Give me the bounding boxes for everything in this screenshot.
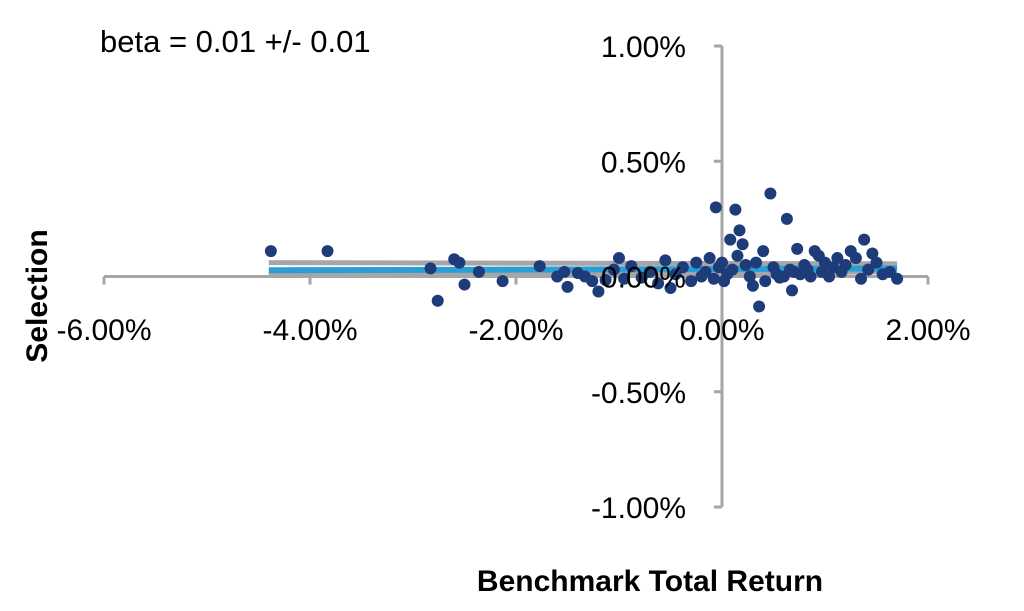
data-point	[757, 245, 770, 258]
data-point	[431, 294, 444, 307]
data-point	[664, 282, 677, 295]
data-point	[703, 252, 716, 265]
data-point	[618, 272, 631, 285]
data-point	[458, 278, 471, 291]
x-axis-title: Benchmark Total Return	[477, 565, 823, 598]
data-point	[659, 254, 672, 267]
data-point	[858, 233, 871, 246]
data-point	[823, 270, 836, 283]
data-point	[652, 277, 665, 290]
y-tick-label: -0.50%	[591, 377, 686, 410]
data-point	[558, 265, 571, 278]
data-point	[424, 262, 437, 275]
y-tick-label: 0.50%	[601, 146, 686, 179]
data-points	[264, 187, 904, 313]
band-upper-line	[268, 260, 898, 267]
data-point	[264, 245, 277, 258]
x-tick-label: -4.00%	[262, 314, 357, 347]
data-point	[690, 256, 703, 269]
data-point	[533, 260, 546, 273]
data-point	[724, 233, 737, 246]
x-tick-labels: -6.00% -4.00% -2.00% 0.00% 2.00%	[56, 314, 970, 347]
data-point	[729, 203, 742, 216]
data-point	[561, 280, 574, 293]
data-point	[804, 270, 817, 283]
beta-annotation: beta = 0.01 +/- 0.01	[100, 24, 371, 59]
data-point	[496, 275, 509, 288]
data-point	[586, 275, 599, 288]
data-point	[736, 238, 749, 251]
data-point	[599, 273, 612, 286]
data-point	[759, 275, 772, 288]
data-point	[849, 252, 862, 265]
y-tick-label: -1.00%	[591, 492, 686, 525]
data-point	[749, 256, 762, 269]
data-point	[733, 224, 746, 237]
data-point	[746, 279, 759, 292]
x-tick-label: 2.00%	[885, 314, 970, 347]
x-tick-label: 0.00%	[679, 314, 764, 347]
data-point	[625, 260, 638, 273]
data-point	[780, 212, 793, 225]
data-point	[753, 300, 766, 313]
data-point	[607, 263, 620, 276]
data-point	[716, 256, 728, 269]
data-point	[321, 245, 334, 258]
data-point	[870, 256, 883, 269]
data-point	[855, 272, 868, 285]
data-point	[891, 272, 904, 285]
data-point	[726, 263, 739, 276]
data-point	[699, 265, 712, 278]
x-tick-label: -2.00%	[468, 314, 563, 347]
y-tick-labels: 1.00% 0.50% 0.00% -0.50% -1.00%	[591, 31, 686, 525]
data-point	[862, 263, 875, 276]
x-tick-label: -6.00%	[56, 314, 151, 347]
y-tick-label: 0.00%	[601, 262, 686, 295]
data-point	[791, 242, 804, 255]
data-point	[707, 272, 720, 285]
data-point	[866, 247, 879, 260]
data-point	[739, 258, 752, 271]
data-point	[731, 249, 744, 262]
data-point	[643, 265, 656, 278]
data-point	[709, 201, 722, 214]
data-point	[839, 258, 852, 271]
data-point	[453, 256, 466, 269]
data-point	[685, 275, 698, 288]
data-point	[676, 261, 689, 274]
data-point	[472, 265, 485, 278]
data-point	[592, 285, 605, 298]
y-tick-label: 1.00%	[601, 31, 686, 64]
data-point	[613, 252, 625, 265]
data-point	[786, 284, 799, 297]
data-point	[743, 270, 756, 283]
data-point	[831, 252, 844, 265]
y-axis-title: Selection	[21, 229, 54, 362]
data-point	[764, 187, 777, 200]
